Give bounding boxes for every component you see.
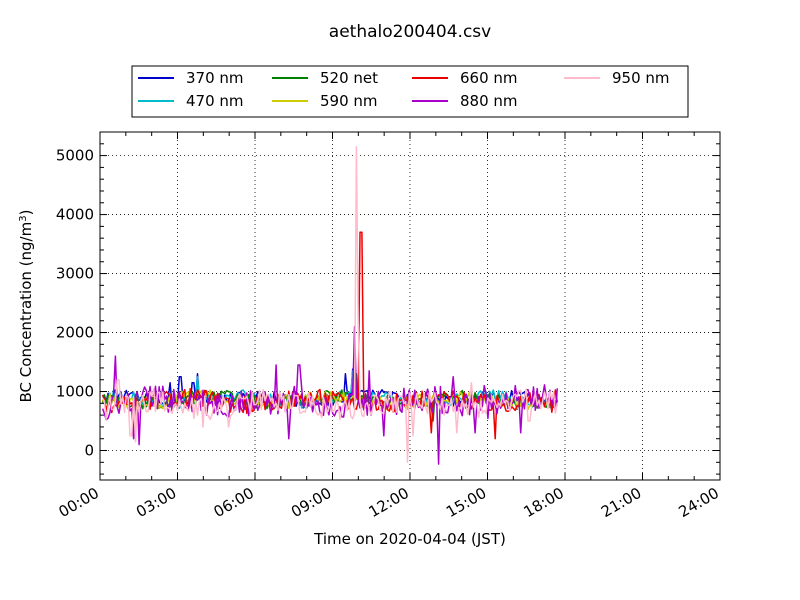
chart-title: aethalo200404.csv (329, 22, 491, 42)
legend-frame (131, 65, 689, 118)
legend-label: 950 nm (612, 69, 670, 87)
x-tick-label: 09:00 (288, 484, 334, 521)
y-axis-label: BC Concentration (ng/m3) (17, 210, 35, 403)
x-tick-label: 06:00 (211, 484, 257, 521)
y-axis-label-close: ) (17, 210, 35, 216)
ticks (99, 131, 721, 480)
grid (100, 132, 720, 480)
y-tick-label: 2000 (56, 324, 94, 342)
legend-label: 370 nm (186, 69, 244, 87)
legend-label: 590 nm (320, 92, 378, 110)
x-axis-label: Time on 2020-04-04 (JST) (313, 530, 506, 548)
plot-area (99, 131, 721, 481)
legend-label: 470 nm (186, 92, 244, 110)
legend: 370 nm 470 nm 520 net 590 nm 660 nm 880 nm 950… (131, 65, 689, 118)
legend-label: 520 net (320, 69, 378, 87)
x-tick-label: 12:00 (366, 484, 412, 521)
x-tick-label: 00:00 (56, 484, 102, 521)
y-tick-label: 0 (84, 442, 94, 460)
x-tick-label: 18:00 (521, 484, 567, 521)
x-tick-label: 24:00 (676, 484, 722, 521)
y-tick-label: 3000 (56, 265, 94, 283)
x-tick-label: 21:00 (598, 484, 644, 521)
series-group (101, 145, 559, 465)
y-tick-label: 5000 (56, 147, 94, 165)
y-tick-label: 1000 (56, 383, 94, 401)
series-line (101, 145, 559, 464)
y-axis-label-superscript: 3 (18, 215, 29, 221)
x-tick-label: 15:00 (443, 484, 489, 521)
legend-label: 880 nm (460, 92, 518, 110)
x-tick-label: 03:00 (133, 484, 179, 521)
y-tick-label: 4000 (56, 206, 94, 224)
y-axis-label-main: BC Concentration (ng/m (17, 222, 35, 403)
x-tick-labels: 00:00 03:00 06:00 09:00 12:00 15:00 18:00 21:00… (56, 484, 722, 521)
legend-label: 660 nm (460, 69, 518, 87)
y-tick-labels: 0 1000 2000 3000 4000 5000 (56, 147, 94, 460)
